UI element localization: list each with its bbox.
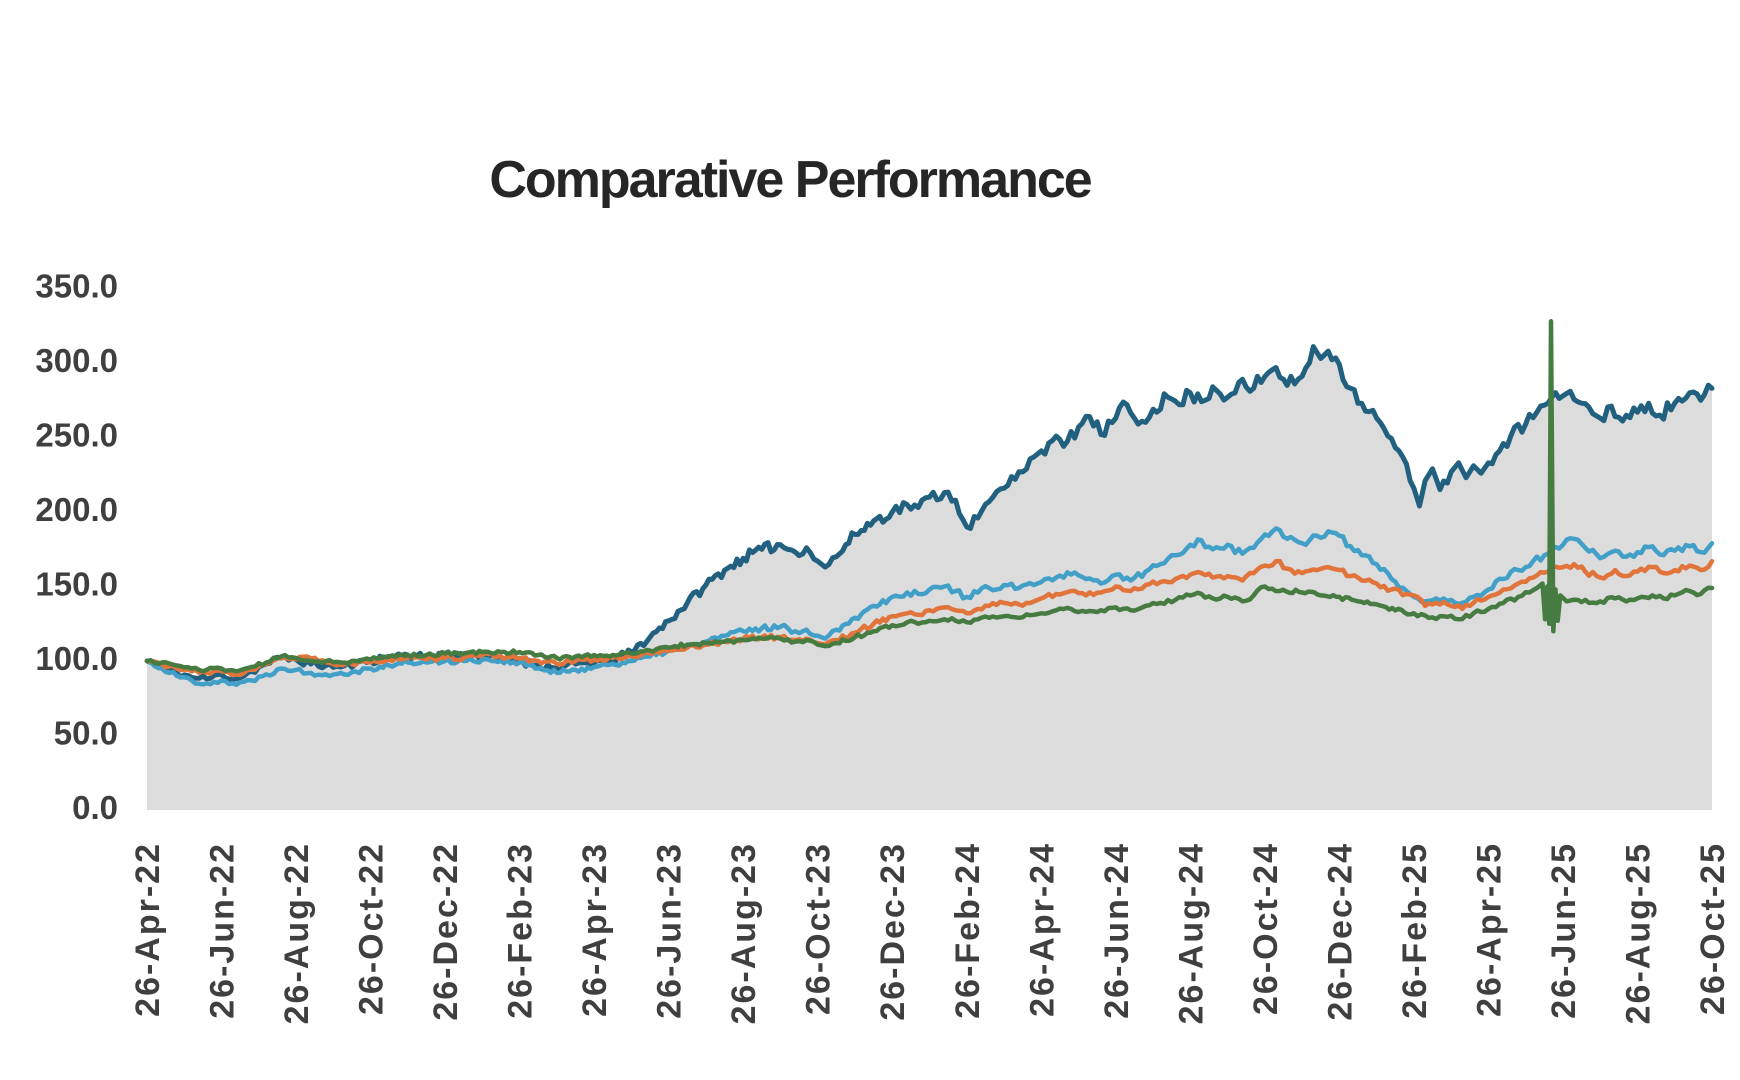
x-tick-label: 26-Jun-23	[651, 842, 689, 1019]
area-fill-layer	[147, 346, 1712, 810]
series-dark-blue-area	[147, 346, 1712, 810]
y-tick-label: 350.0	[35, 268, 118, 305]
x-tick-label: 26-Feb-24	[949, 842, 987, 1019]
x-tick-label: 26-Oct-22	[353, 842, 391, 1015]
y-tick-label: 250.0	[35, 417, 118, 454]
x-tick-label: 26-Dec-22	[427, 842, 465, 1021]
x-tick-label: 26-Oct-25	[1694, 842, 1732, 1015]
series-lines-layer	[144, 319, 1715, 688]
x-tick-label: 26-Apr-24	[1023, 842, 1061, 1017]
x-tick-label: 26-Aug-22	[278, 842, 316, 1024]
x-tick-label: 26-Apr-25	[1470, 842, 1508, 1017]
chart-title: Comparative Performance	[489, 151, 1091, 209]
x-tick-label: 26-Oct-23	[800, 842, 838, 1015]
x-tick-label: 26-Jun-25	[1545, 842, 1583, 1019]
x-tick-label: 26-Feb-23	[502, 842, 540, 1019]
y-tick-label: 300.0	[35, 342, 118, 379]
y-tick-label: 50.0	[54, 715, 118, 752]
y-tick-label: 200.0	[35, 491, 118, 528]
x-tick-label: 26-Aug-25	[1620, 842, 1658, 1024]
x-tick-label: 26-Feb-25	[1396, 842, 1434, 1019]
x-tick-label: 26-Jun-22	[204, 842, 242, 1019]
y-tick-label: 150.0	[35, 566, 118, 603]
series-light-blue-line	[144, 526, 1715, 688]
x-tick-label: 26-Dec-23	[874, 842, 912, 1021]
x-tick-label: 26-Apr-23	[576, 842, 614, 1017]
x-tick-label: 26-Oct-24	[1247, 842, 1285, 1015]
x-tick-label: 26-Jun-24	[1098, 842, 1136, 1019]
x-tick-label: 26-Dec-24	[1321, 842, 1359, 1021]
axis-labels-layer: 350.0 300.0 250.0 200.0 150.0 100.0 50.0 0.0 26-…	[35, 268, 1732, 1025]
y-tick-label: 100.0	[35, 640, 118, 677]
x-tick-label: 26-Apr-22	[129, 842, 167, 1017]
y-tick-label: 0.0	[72, 789, 118, 826]
series-green-line	[144, 319, 1715, 674]
x-tick-label: 26-Aug-24	[1172, 842, 1210, 1024]
x-tick-label: 26-Aug-23	[725, 842, 763, 1024]
